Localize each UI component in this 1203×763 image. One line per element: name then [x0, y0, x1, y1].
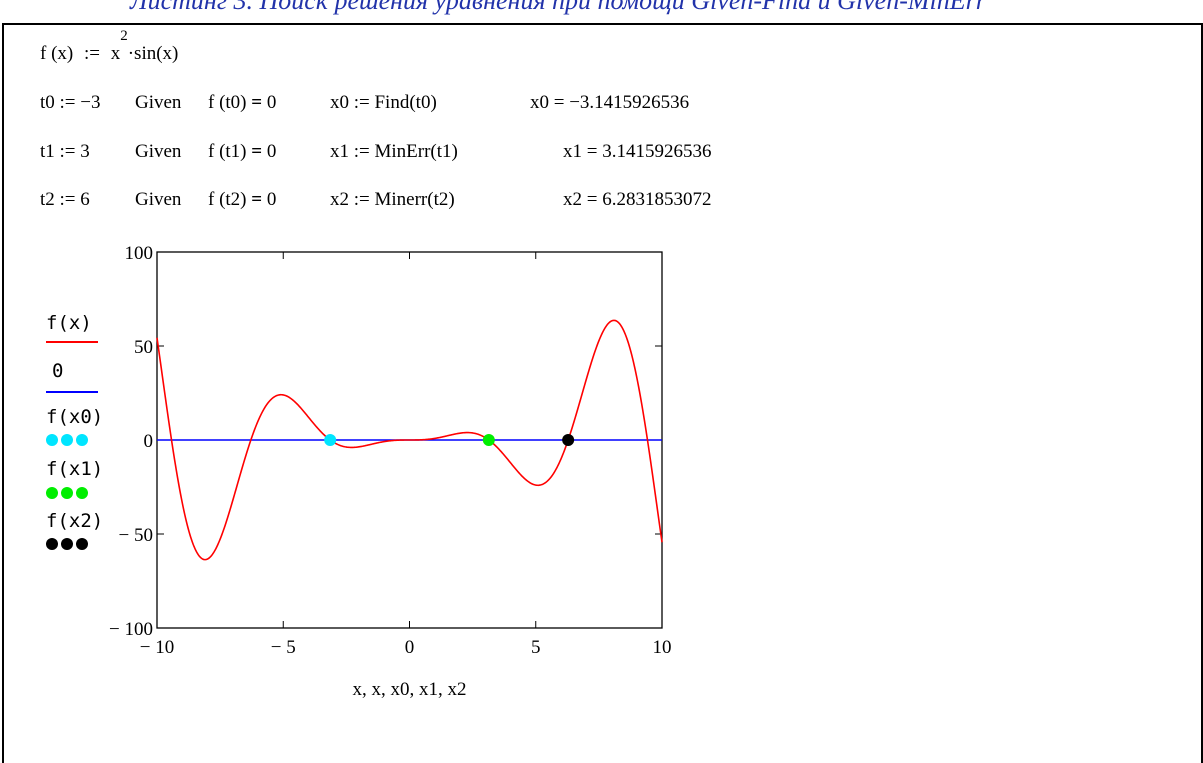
- constraint-1: f (t1) = 0: [208, 141, 276, 163]
- definition-assign: :=: [83, 43, 100, 65]
- constraint-lhs-2: f (t2): [208, 189, 247, 210]
- solve-call-0: x0 := Find(t0): [330, 92, 437, 113]
- definition-rhs-tail: ·sin(x): [127, 43, 179, 65]
- constraint-op-0: =: [251, 92, 263, 113]
- guess-t1: t1 := 3: [40, 141, 90, 162]
- definition-exponent: 2: [120, 28, 128, 44]
- guess-t2: t2 := 6: [40, 189, 90, 210]
- legend-label-zero: 0: [52, 360, 64, 382]
- solve-call-2: x2 := Minerr(t2): [330, 189, 455, 210]
- legend-line-zero: [46, 391, 98, 393]
- constraint-rhs-0: 0: [266, 92, 277, 113]
- constraint-rhs-1: 0: [266, 141, 277, 162]
- legend-line-fx: [46, 341, 98, 343]
- worksheet-frame: [2, 23, 1203, 763]
- legend-label-fx0: f(x0): [46, 406, 104, 428]
- given-keyword-2: Given: [135, 189, 182, 210]
- listing-caption: Листинг 3. Поиск решения уравнения при п…: [130, 0, 986, 15]
- constraint-lhs-0: f (t0): [208, 92, 247, 113]
- legend-label-fx2: f(x2): [46, 510, 104, 532]
- result-x0: x0 = −3.1415926536: [530, 92, 690, 113]
- constraint-lhs-1: f (t1): [208, 141, 247, 162]
- constraint-0: f (t0) = 0: [208, 92, 276, 114]
- constraint-op-1: =: [251, 141, 263, 162]
- constraint-rhs-2: 0: [266, 189, 277, 210]
- given-keyword-0: Given: [135, 92, 182, 113]
- legend-dots-fx1: [46, 487, 91, 504]
- result-x1: x1 = 3.1415926536: [563, 141, 712, 162]
- definition-rhs-base: x: [110, 43, 121, 65]
- legend-dots-fx0: [46, 434, 91, 451]
- solve-call-1: x1 := MinErr(t1): [330, 141, 458, 162]
- legend-dots-fx2: [46, 538, 91, 555]
- legend-label-fx: f(x): [46, 312, 92, 334]
- constraint-2: f (t2) = 0: [208, 189, 276, 211]
- result-x2: x2 = 6.2831853072: [563, 189, 712, 210]
- constraint-op-2: =: [251, 189, 263, 210]
- guess-t0: t0 := −3: [40, 92, 101, 113]
- legend-label-fx1: f(x1): [46, 458, 104, 480]
- given-keyword-1: Given: [135, 141, 182, 162]
- definition-lhs: f (x): [40, 43, 74, 65]
- function-definition[interactable]: f (x) := x2·sin(x): [40, 28, 179, 65]
